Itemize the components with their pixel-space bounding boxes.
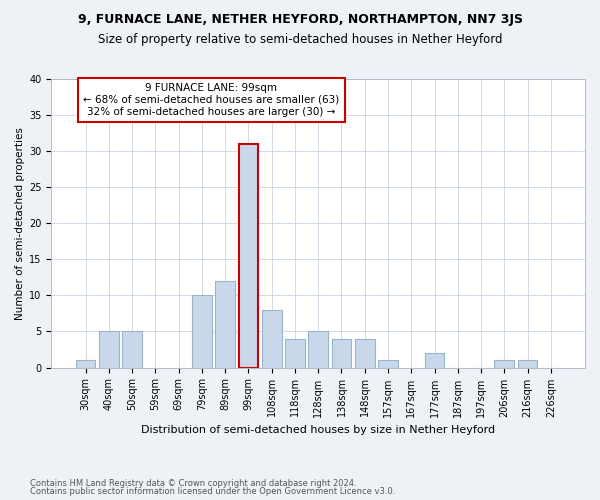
Bar — [355, 338, 374, 368]
Bar — [425, 353, 445, 368]
Text: 9, FURNACE LANE, NETHER HEYFORD, NORTHAMPTON, NN7 3JS: 9, FURNACE LANE, NETHER HEYFORD, NORTHAM… — [77, 12, 523, 26]
Text: Size of property relative to semi-detached houses in Nether Heyford: Size of property relative to semi-detach… — [98, 32, 502, 46]
Text: 9 FURNACE LANE: 99sqm
← 68% of semi-detached houses are smaller (63)
32% of semi: 9 FURNACE LANE: 99sqm ← 68% of semi-deta… — [83, 84, 340, 116]
Text: Contains HM Land Registry data © Crown copyright and database right 2024.: Contains HM Land Registry data © Crown c… — [30, 478, 356, 488]
Bar — [494, 360, 514, 368]
Bar — [285, 338, 305, 368]
Bar — [239, 144, 258, 368]
Y-axis label: Number of semi-detached properties: Number of semi-detached properties — [15, 127, 25, 320]
Bar — [99, 332, 119, 368]
Text: Contains public sector information licensed under the Open Government Licence v3: Contains public sector information licen… — [30, 487, 395, 496]
Bar — [332, 338, 352, 368]
Bar — [518, 360, 538, 368]
Bar — [215, 281, 235, 368]
Bar — [192, 296, 212, 368]
Bar — [262, 310, 281, 368]
Bar — [122, 332, 142, 368]
Bar — [378, 360, 398, 368]
X-axis label: Distribution of semi-detached houses by size in Nether Heyford: Distribution of semi-detached houses by … — [141, 425, 495, 435]
Bar — [308, 332, 328, 368]
Bar — [76, 360, 95, 368]
